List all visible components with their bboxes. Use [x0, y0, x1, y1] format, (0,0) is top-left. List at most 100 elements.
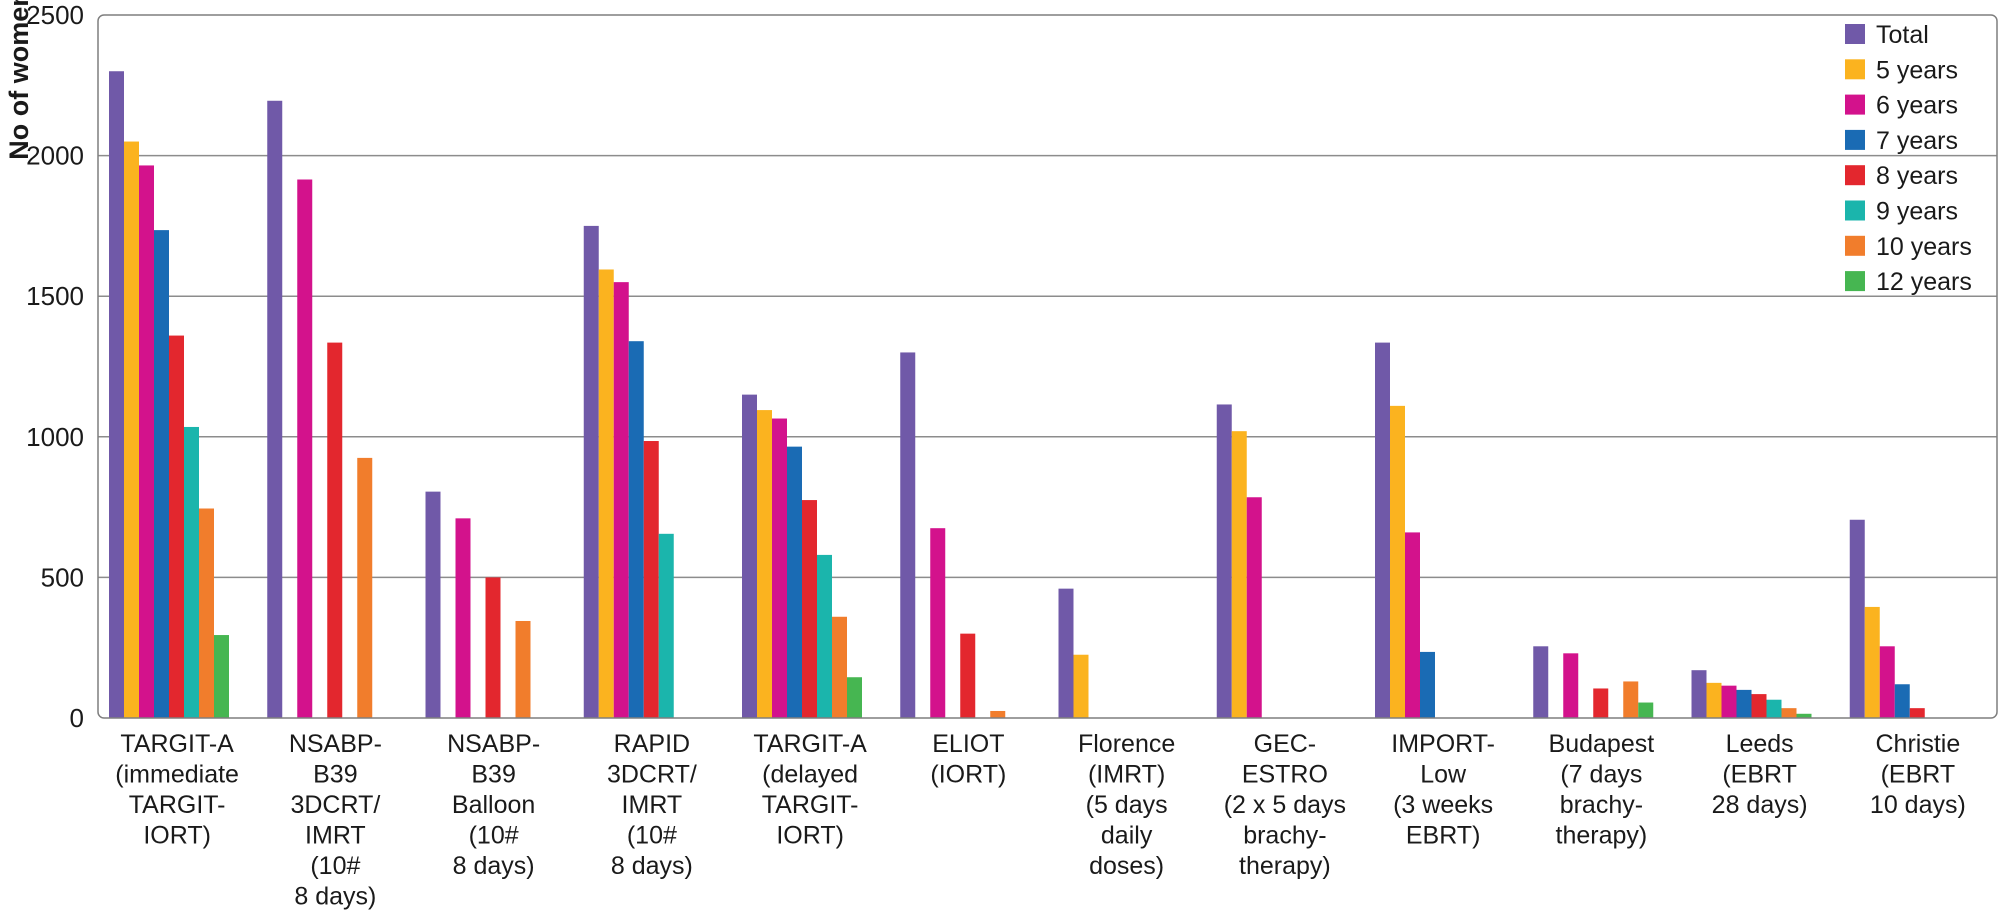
bar [169, 335, 184, 718]
bar [1721, 685, 1737, 718]
bar [1420, 651, 1435, 718]
legend-swatch [1845, 165, 1865, 186]
bar [628, 341, 644, 718]
y-tick-label: 500 [41, 562, 84, 592]
bar [1405, 532, 1420, 718]
bar [1864, 606, 1880, 718]
x-category-label: B39 [313, 761, 357, 789]
y-tick-label: 2500 [26, 0, 84, 30]
legend-label: 5 years [1876, 56, 1958, 84]
x-category-label: (5 days [1086, 791, 1168, 819]
x-category-label: EBRT) [1406, 822, 1481, 850]
legend-label: 8 years [1876, 162, 1958, 190]
x-category-label: Budapest [1549, 730, 1655, 758]
x-category-label: B39 [471, 761, 515, 789]
x-category-label: (delayed [762, 761, 858, 789]
bar [214, 635, 229, 718]
bar [1216, 404, 1232, 718]
y-axis-ticks: 0 500 1000 1500 2000 2500 [26, 0, 84, 733]
bar [847, 677, 862, 718]
x-category-label: (3 weeks [1393, 791, 1493, 819]
bar [643, 441, 659, 718]
bar [1894, 684, 1910, 718]
x-category-label: TARGIT-A [120, 730, 234, 758]
bar [199, 508, 214, 718]
bar [1623, 681, 1639, 718]
x-category-label: 3DCRT/ [290, 791, 380, 819]
bar [1058, 588, 1074, 718]
bar [267, 100, 283, 719]
x-category-label: IMRT [622, 791, 683, 819]
bar [1796, 713, 1812, 718]
legend-label: 6 years [1876, 92, 1958, 120]
legend-label: Total [1876, 21, 1929, 49]
bar [772, 418, 787, 718]
bar [658, 533, 674, 718]
bar [1390, 405, 1405, 718]
bar [1593, 688, 1609, 718]
bar [1375, 342, 1390, 718]
legend-swatch [1845, 200, 1865, 221]
bar [1706, 682, 1722, 718]
x-category-label: 8 days) [611, 852, 693, 880]
x-category-label: therapy) [1239, 852, 1331, 880]
y-tick-label: 1000 [26, 422, 84, 452]
plot-frame [97, 14, 1998, 719]
bar [583, 225, 599, 718]
legend-swatch [1845, 24, 1865, 44]
x-category-label: ESTRO [1242, 761, 1328, 789]
x-category-label: 8 days) [453, 852, 535, 880]
x-category-label: IMRT [305, 822, 366, 850]
bar [485, 577, 501, 718]
x-category-label: Balloon [452, 791, 535, 819]
legend-swatch [1845, 94, 1865, 115]
x-category-label: brachy- [1243, 822, 1326, 850]
bar [425, 491, 441, 718]
x-category-label: brachy- [1560, 791, 1643, 819]
bar [297, 179, 313, 718]
x-category-label: (10# [627, 822, 677, 850]
bar [990, 710, 1006, 718]
legend-swatch [1845, 271, 1865, 292]
x-category-label: ELIOT [932, 730, 1004, 758]
bar [1638, 702, 1654, 718]
bar [1073, 654, 1089, 718]
x-category-label: 10 days) [1870, 791, 1966, 819]
x-category-label: (10# [310, 852, 360, 880]
x-category-label: TARGIT- [762, 791, 859, 819]
x-category-label: (EBRT [1722, 761, 1797, 789]
x-category-label: Christie [1876, 730, 1961, 758]
bar [598, 269, 614, 718]
bar [184, 426, 199, 718]
bar [109, 71, 124, 719]
y-tick-label: 2000 [26, 141, 84, 171]
bar [357, 457, 373, 718]
bar [1691, 670, 1707, 718]
bar [1563, 653, 1579, 718]
x-category-label: NSABP- [289, 730, 382, 758]
y-axis-title: No of women [4, 0, 34, 160]
x-category-label: daily [1101, 822, 1153, 850]
bar [930, 528, 946, 718]
x-category-label: GEC- [1254, 730, 1317, 758]
legend-label: 9 years [1876, 198, 1958, 226]
x-category-label: therapy) [1556, 822, 1648, 850]
legend-swatch [1845, 59, 1865, 80]
bar [1736, 689, 1752, 718]
bar [1879, 646, 1895, 718]
x-category-label: TARGIT-A [753, 730, 867, 758]
x-category-label: 3DCRT/ [607, 761, 697, 789]
x-category-label: (EBRT [1881, 761, 1956, 789]
x-category-label: (2 x 5 days [1224, 791, 1346, 819]
bar [1766, 699, 1782, 718]
bar [1849, 519, 1865, 718]
legend-swatch [1845, 235, 1865, 256]
x-category-label: 28 days) [1712, 791, 1808, 819]
bar [742, 394, 757, 718]
y-tick-label: 1500 [26, 281, 84, 311]
gridlines [98, 154, 1997, 579]
bar [1246, 497, 1262, 718]
x-category-label: IORT) [143, 822, 211, 850]
bar [1231, 431, 1247, 718]
